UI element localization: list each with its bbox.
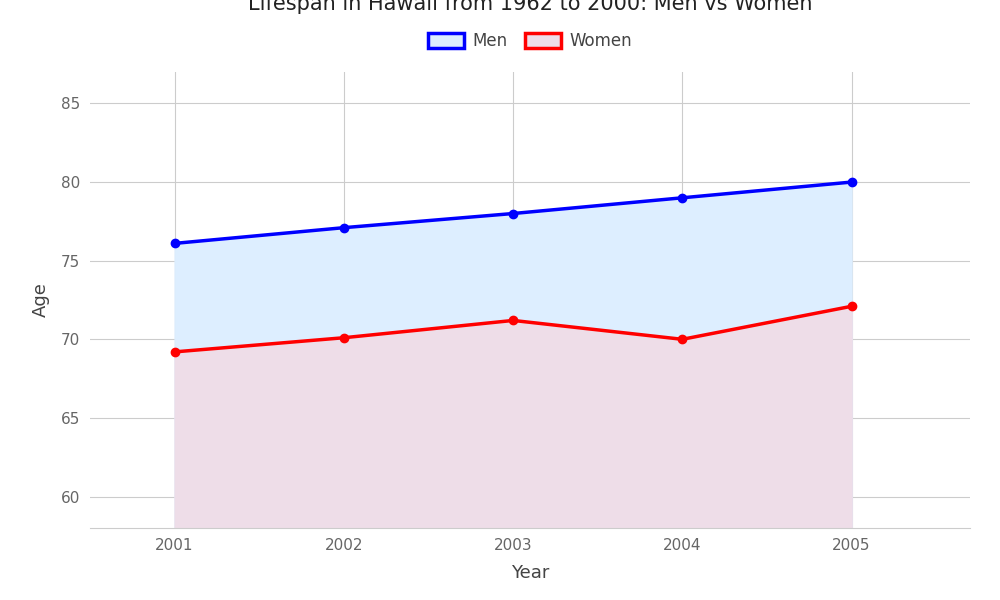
- Y-axis label: Age: Age: [32, 283, 50, 317]
- Title: Lifespan in Hawaii from 1962 to 2000: Men vs Women: Lifespan in Hawaii from 1962 to 2000: Me…: [248, 0, 812, 13]
- X-axis label: Year: Year: [511, 564, 549, 582]
- Legend: Men, Women: Men, Women: [421, 26, 639, 57]
